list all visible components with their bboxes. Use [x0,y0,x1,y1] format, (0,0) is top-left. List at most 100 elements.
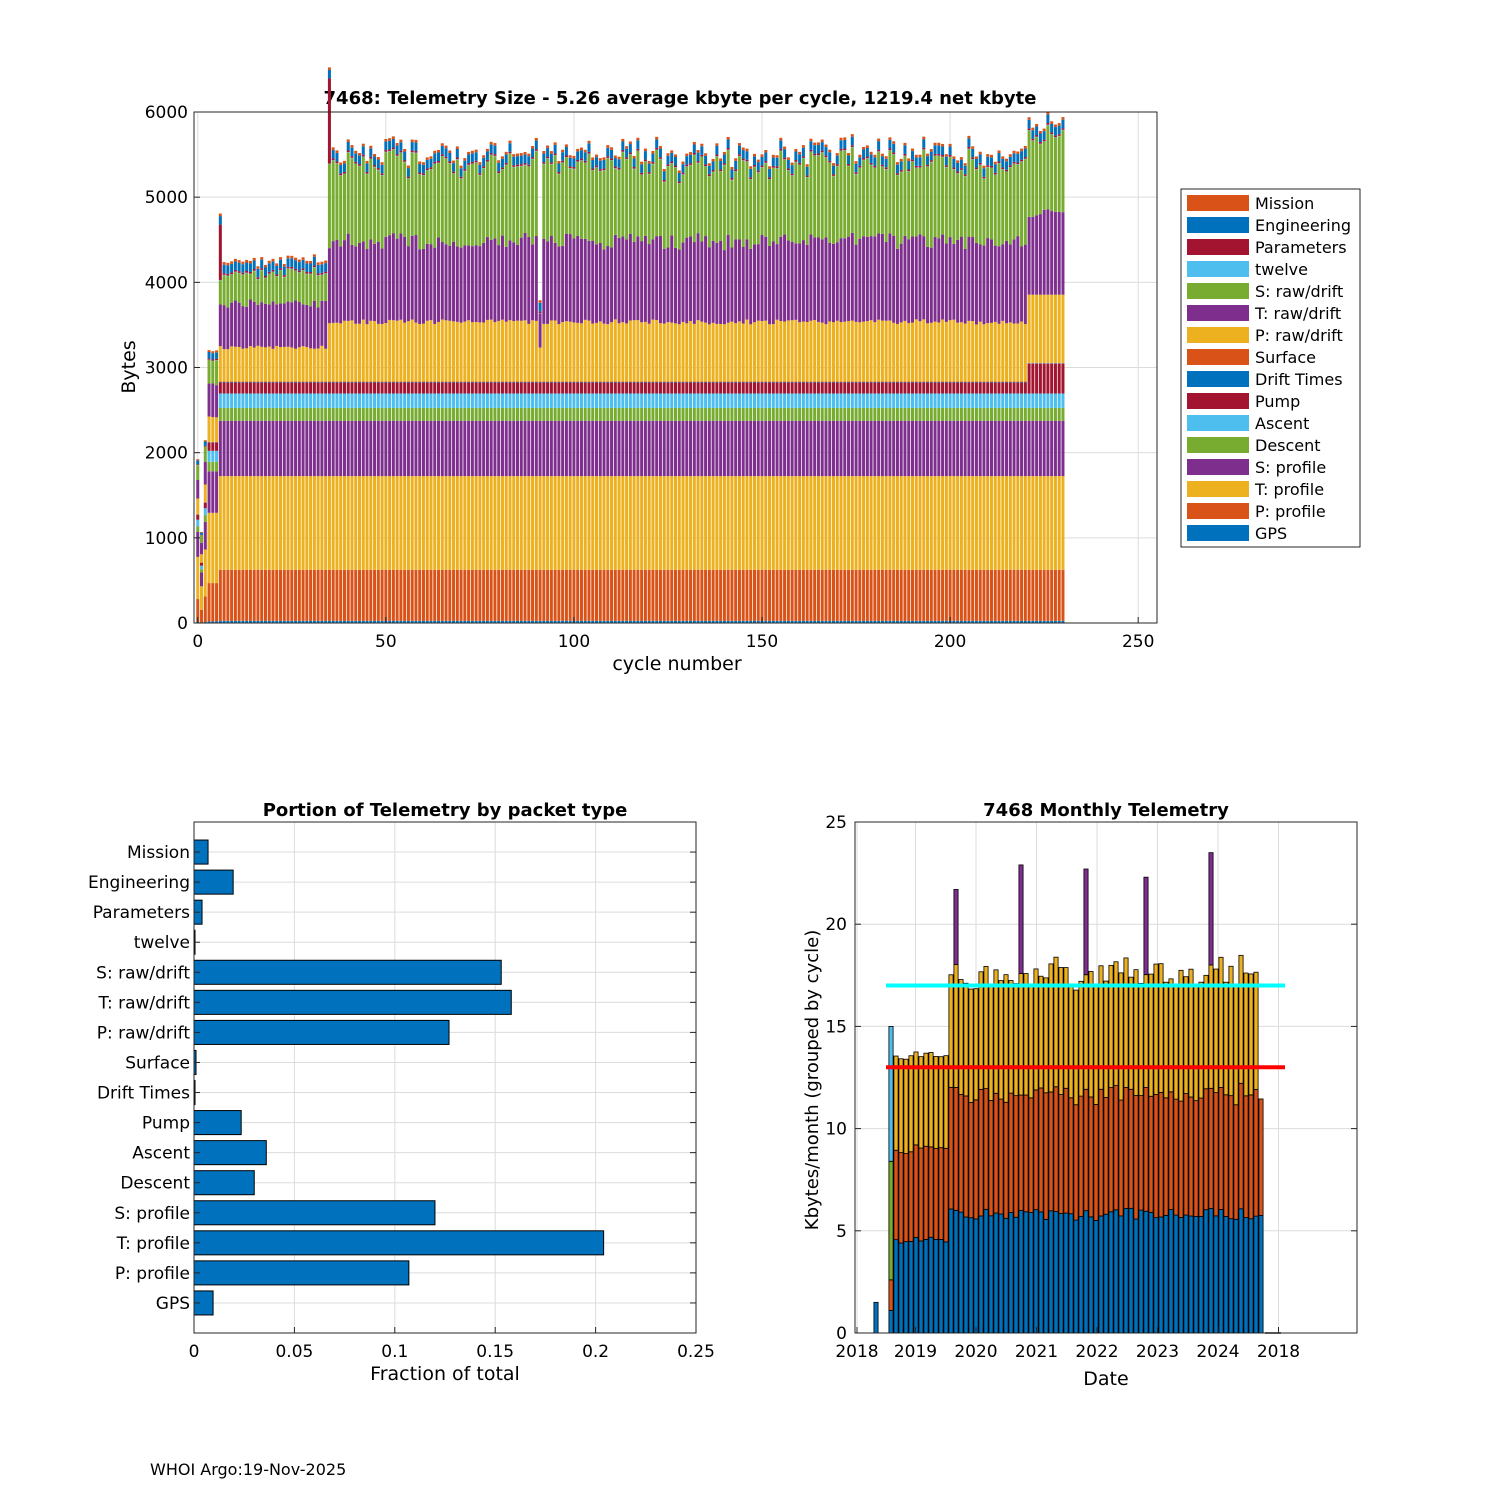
bar-segment [237,302,241,347]
month-bar-segment [1048,1210,1054,1334]
bar-segment [512,165,516,167]
bar-segment [365,163,369,172]
bar-segment [997,150,1001,154]
bar-segment [873,382,877,394]
bar-segment [816,237,820,322]
bar-segment [260,270,264,303]
bar-segment [598,171,602,244]
bar-segment [215,583,219,622]
bar-segment [745,620,749,623]
bar-segment [335,620,339,623]
bar-segment [553,393,557,408]
bar-segment [681,382,685,394]
bar-segment [745,420,749,477]
bar-segment [598,476,602,570]
bar-segment [779,476,783,570]
bar-segment [914,236,918,320]
month-bar-segment [948,1086,954,1210]
bar-segment [1050,121,1054,124]
month-bar-segment [913,1144,919,1238]
bar-segment [421,382,425,394]
bar-segment [666,476,670,570]
bar-segment [1053,211,1057,295]
bar-segment [632,158,636,167]
bar-segment [779,151,783,237]
bar-segment [275,265,279,275]
bar-segment [971,157,975,160]
bar-segment [971,569,975,621]
bar-segment [926,246,930,324]
bar-segment [978,244,982,322]
bar-segment [651,239,655,320]
month-bar-segment [1228,1095,1234,1220]
bar-segment [478,322,482,382]
bar-segment [226,262,230,266]
bar-segment [421,569,425,621]
bar-segment [948,320,952,382]
bar-segment [1016,154,1020,163]
bar-segment [1023,569,1027,621]
bar-segment [786,620,790,623]
month-bar-segment [1173,1098,1179,1216]
axis-ticks: 2018 2019 2020 2021 2022 2023 2024 201805101520… [825,813,1357,1362]
bar-segment [459,165,463,169]
bar-segment [610,160,614,248]
bar-segment [474,476,478,570]
bar-segment [692,144,696,153]
bar-segment [440,145,444,155]
bar-segment [230,407,234,421]
month-bar-segment [953,1087,959,1211]
bar-segment [248,263,252,272]
bar-segment [354,382,358,394]
bar-segment [399,233,403,320]
bar-segment [500,167,504,170]
bar-segment [903,407,907,421]
y-tick-label: 3000 [145,359,188,379]
bar-segment [922,393,926,408]
bar-segment [572,155,576,159]
month-bar-segment [1063,967,1069,1089]
bar-segment [993,172,997,175]
bar-segment [421,420,425,477]
bar-segment [1031,127,1035,131]
bar-segment [553,476,557,570]
bar-segment [801,620,805,623]
bar-segment [1035,476,1039,570]
bar-segment [309,348,313,382]
bar-segment [719,169,723,172]
bar-segment [610,393,614,408]
bar-segment [1016,420,1020,477]
bar-segment [252,569,256,621]
bar-segment [572,322,576,382]
bar-segment [346,382,350,394]
month-bar-segment [908,1151,914,1242]
bar-segment [707,174,711,177]
bar-segment [632,155,636,159]
bar-segment [286,407,290,421]
bar-segment [414,150,418,153]
bar-segment [380,162,384,165]
bar-segment [429,382,433,394]
bar-segment [320,264,324,273]
bar-segment [327,569,331,621]
bar-segment [959,620,963,623]
bar-segment [632,166,636,169]
bar-segment [884,382,888,394]
bar-segment [448,420,452,477]
bar-segment [523,620,527,623]
bar-segment [722,382,726,394]
bar-segment [531,148,535,158]
bar-segment [440,420,444,477]
bar-segment [546,476,550,570]
bar-segment [1046,420,1050,477]
bar-segment [865,156,869,159]
bar-segment [425,159,429,169]
bar-segment [1020,148,1024,152]
bar-segment [873,620,877,623]
bar-segment [1061,476,1065,570]
bar-segment [993,382,997,394]
bar-segment [914,154,918,158]
bar-segment [628,620,632,623]
bar-segment [553,569,557,621]
bar-segment [215,471,219,513]
